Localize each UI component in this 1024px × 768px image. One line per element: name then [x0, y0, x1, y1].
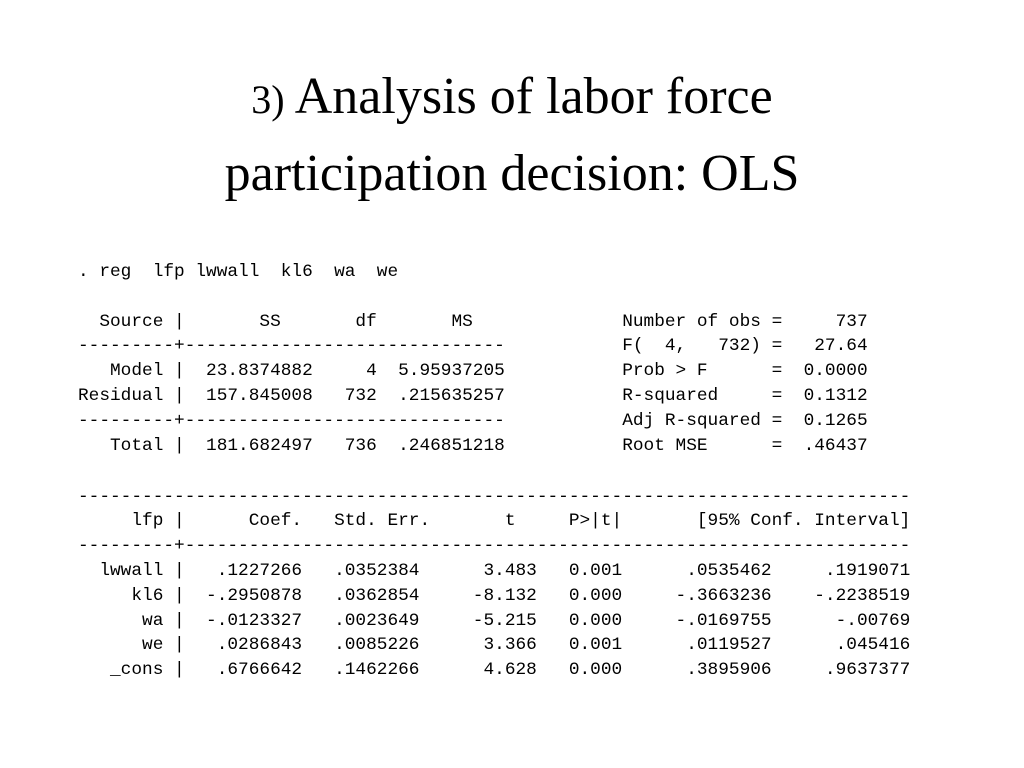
anova-line: ---------+------------------------------…: [78, 336, 868, 357]
title-number: 3): [251, 77, 285, 122]
coef-line: lwwall | .1227266 .0352384 3.483 0.001 .…: [78, 560, 911, 581]
coef-line: lfp | Coef. Std. Err. t P>|t| [95% Conf.…: [78, 511, 911, 532]
coef-line: ----------------------------------------…: [78, 486, 911, 507]
title-line: 3) Analysis of labor force: [251, 68, 772, 125]
anova-line: Total | 181.682497 736 .246851218 Root M…: [78, 435, 868, 456]
title-line: participation decision: OLS: [224, 145, 800, 202]
anova-line: Residual | 157.845008 732 .215635257 R-s…: [78, 385, 868, 406]
title-text: Analysis of labor force: [294, 68, 773, 125]
anova-line: ---------+------------------------------…: [78, 410, 868, 431]
coef-line: wa | -.0123327 .0023649 -5.215 0.000 -.0…: [78, 610, 911, 631]
anova-line: Model | 23.8374882 4 5.95937205 Prob > F…: [78, 361, 868, 382]
coef-line: we | .0286843 .0085226 3.366 0.001 .0119…: [78, 635, 911, 656]
anova-line: Source | SS df MS Number of obs = 737: [78, 311, 868, 332]
coef-line: kl6 | -.2950878 .0362854 -8.132 0.000 -.…: [78, 585, 911, 606]
coef-line: ---------+------------------------------…: [78, 536, 911, 557]
slide-title: 3) Analysis of labor force participation …: [0, 60, 1024, 211]
command-line: . reg lfp lwwall kl6 wa we: [78, 261, 399, 282]
coef-line: _cons | .6766642 .1462266 4.628 0.000 .3…: [78, 660, 911, 681]
